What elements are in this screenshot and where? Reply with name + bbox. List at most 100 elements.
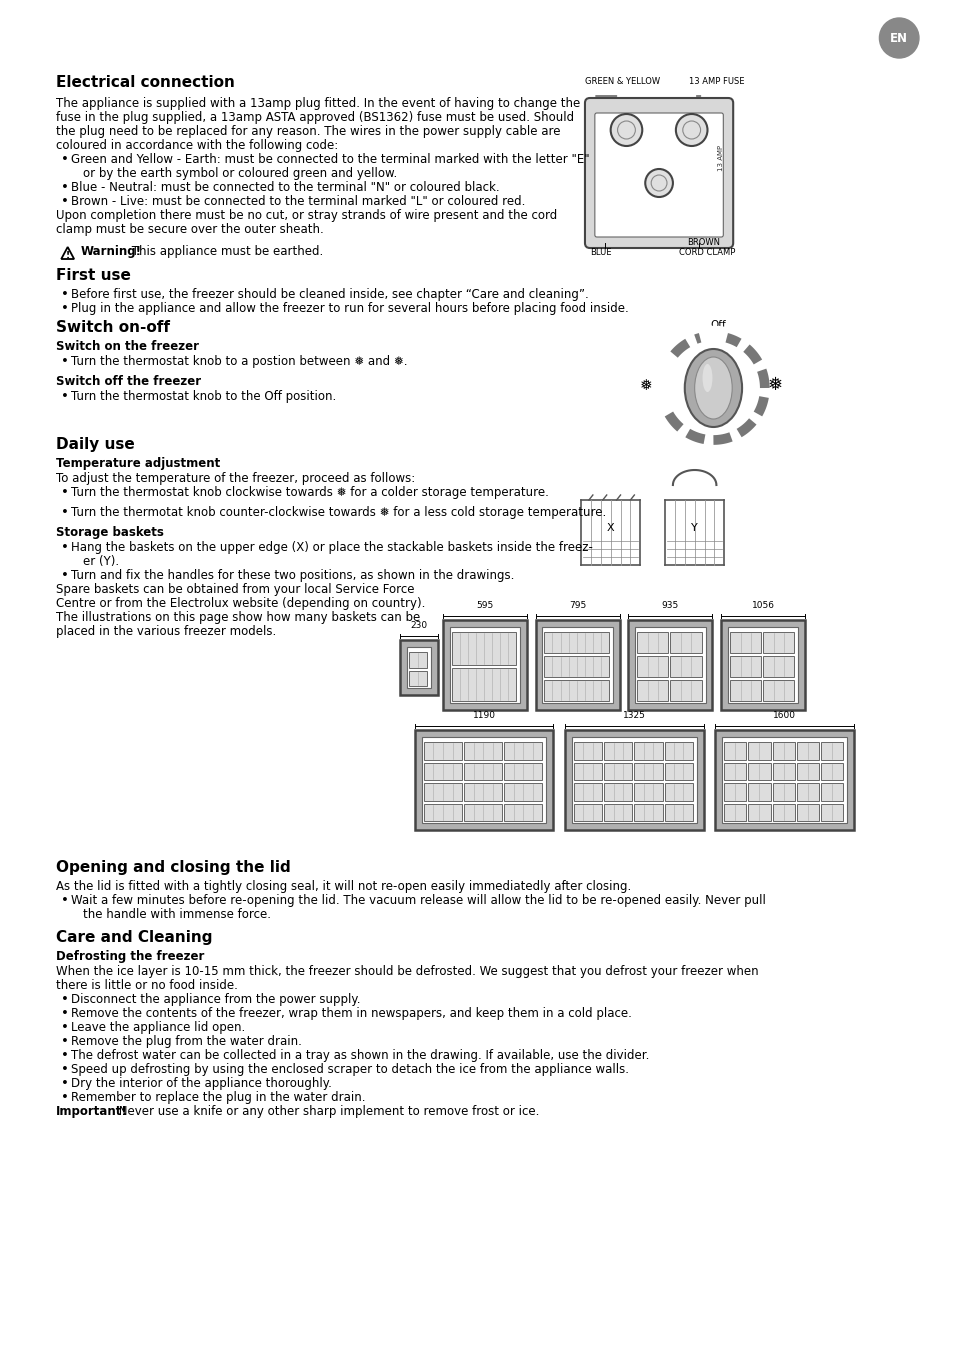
Text: Upon completion there must be no cut, or stray strands of wire present and the c: Upon completion there must be no cut, or… bbox=[56, 209, 557, 223]
Text: Disconnect the appliance from the power supply.: Disconnect the appliance from the power … bbox=[71, 993, 360, 1006]
Bar bbox=[820, 782, 842, 800]
Text: The defrost water can be collected in a tray as shown in the drawing. If availab: The defrost water can be collected in a … bbox=[71, 1050, 649, 1062]
Text: •: • bbox=[61, 1077, 69, 1090]
Bar bbox=[637, 656, 668, 677]
Bar bbox=[463, 804, 502, 822]
Bar bbox=[747, 782, 770, 800]
Text: •: • bbox=[61, 541, 69, 554]
Bar bbox=[634, 804, 661, 822]
Bar bbox=[664, 804, 692, 822]
Bar bbox=[423, 742, 461, 759]
Text: Storage baskets: Storage baskets bbox=[56, 526, 164, 540]
Bar bbox=[729, 656, 760, 677]
Text: •: • bbox=[61, 1091, 69, 1103]
Bar bbox=[747, 804, 770, 822]
Text: Important!: Important! bbox=[56, 1105, 128, 1118]
Text: Turn the thermostat knob clockwise towards ❅ for a colder storage temperature.: Turn the thermostat knob clockwise towar… bbox=[71, 486, 548, 499]
Text: 1190: 1190 bbox=[472, 711, 496, 720]
Bar bbox=[415, 730, 553, 830]
Text: Turn the thermostat knob to the Off position.: Turn the thermostat knob to the Off posi… bbox=[71, 390, 336, 403]
Text: •: • bbox=[61, 181, 69, 194]
Bar bbox=[572, 737, 696, 823]
Text: Switch on the freezer: Switch on the freezer bbox=[56, 340, 199, 353]
Ellipse shape bbox=[694, 357, 732, 420]
Bar bbox=[451, 668, 516, 701]
Text: Electrical connection: Electrical connection bbox=[56, 76, 235, 90]
Text: Centre or from the Electrolux website (depending on country).: Centre or from the Electrolux website (d… bbox=[56, 598, 425, 610]
Text: Turn and fix the handles for these two positions, as shown in the drawings.: Turn and fix the handles for these two p… bbox=[71, 569, 514, 581]
Bar bbox=[421, 737, 546, 823]
Text: First use: First use bbox=[56, 268, 132, 283]
Bar bbox=[721, 737, 846, 823]
Text: Brown - Live: must be connected to the terminal marked "L" or coloured red.: Brown - Live: must be connected to the t… bbox=[71, 196, 525, 208]
Bar bbox=[544, 656, 608, 677]
Text: When the ice layer is 10-15 mm thick, the freezer should be defrosted. We sugges: When the ice layer is 10-15 mm thick, th… bbox=[56, 965, 759, 978]
Circle shape bbox=[675, 115, 707, 146]
Bar bbox=[423, 782, 461, 800]
Text: Turn the thermotat knob counter-clockwise towards ❅ for a less cold storage temp: Turn the thermotat knob counter-clockwis… bbox=[71, 506, 606, 519]
Text: 1056: 1056 bbox=[751, 602, 774, 610]
Bar bbox=[603, 742, 632, 759]
Text: •: • bbox=[61, 152, 69, 166]
Text: •: • bbox=[61, 1006, 69, 1020]
Text: Wait a few minutes before re-opening the lid. The vacuum release will allow the : Wait a few minutes before re-opening the… bbox=[71, 894, 765, 907]
Text: Remember to replace the plug in the water drain.: Remember to replace the plug in the wate… bbox=[71, 1091, 365, 1103]
FancyBboxPatch shape bbox=[595, 113, 722, 237]
Bar bbox=[628, 621, 712, 710]
Circle shape bbox=[610, 115, 641, 146]
Bar bbox=[542, 627, 612, 703]
Bar bbox=[574, 804, 601, 822]
Bar bbox=[451, 631, 516, 665]
Bar bbox=[635, 627, 705, 703]
Bar bbox=[715, 730, 853, 830]
Circle shape bbox=[644, 169, 672, 197]
Text: The illustrations on this page show how many baskets can be: The illustrations on this page show how … bbox=[56, 611, 420, 625]
Bar bbox=[670, 680, 700, 701]
Text: coloured in accordance with the following code:: coloured in accordance with the followin… bbox=[56, 139, 338, 152]
Text: Spare baskets can be obtained from your local Service Force: Spare baskets can be obtained from your … bbox=[56, 583, 415, 596]
Bar bbox=[409, 652, 426, 668]
Bar bbox=[544, 631, 608, 653]
Bar bbox=[423, 762, 461, 780]
Bar bbox=[504, 742, 542, 759]
Text: •: • bbox=[61, 355, 69, 368]
Text: To adjust the temperature of the freezer, proceed as follows:: To adjust the temperature of the freezer… bbox=[56, 472, 416, 486]
Text: Green and Yellow - Earth: must be connected to the terminal marked with the lett: Green and Yellow - Earth: must be connec… bbox=[71, 152, 589, 166]
Bar bbox=[729, 631, 760, 653]
Ellipse shape bbox=[684, 349, 741, 428]
Text: Before first use, the freezer should be cleaned inside, see chapter “Care and cl: Before first use, the freezer should be … bbox=[71, 287, 588, 301]
Text: •: • bbox=[61, 390, 69, 403]
Text: 595: 595 bbox=[476, 602, 493, 610]
Bar bbox=[796, 782, 818, 800]
Text: BLUE: BLUE bbox=[589, 248, 611, 258]
Text: Y: Y bbox=[691, 523, 698, 533]
Bar bbox=[544, 680, 608, 701]
Text: Off: Off bbox=[710, 320, 725, 331]
Text: EN: EN bbox=[889, 31, 907, 45]
Bar bbox=[409, 670, 426, 687]
Bar bbox=[574, 782, 601, 800]
Text: ❅: ❅ bbox=[639, 378, 652, 393]
Text: X: X bbox=[606, 523, 614, 533]
Text: Never use a knife or any other sharp implement to remove frost or ice.: Never use a knife or any other sharp imp… bbox=[114, 1105, 538, 1118]
Bar bbox=[603, 782, 632, 800]
Text: Plug in the appliance and allow the freezer to run for several hours before plac: Plug in the appliance and allow the free… bbox=[71, 302, 628, 316]
Text: er (Y).: er (Y). bbox=[83, 554, 119, 568]
Bar bbox=[463, 742, 502, 759]
Bar bbox=[535, 621, 618, 710]
Bar bbox=[574, 742, 601, 759]
Bar bbox=[399, 639, 437, 695]
Bar bbox=[723, 742, 745, 759]
Text: 13 AMP FUSE: 13 AMP FUSE bbox=[688, 77, 743, 86]
Bar bbox=[772, 782, 794, 800]
Bar bbox=[463, 762, 502, 780]
Text: 13 AMP: 13 AMP bbox=[718, 144, 723, 171]
Bar bbox=[762, 680, 794, 701]
Text: Leave the appliance lid open.: Leave the appliance lid open. bbox=[71, 1021, 245, 1033]
Bar bbox=[423, 804, 461, 822]
Bar bbox=[747, 762, 770, 780]
Bar bbox=[664, 782, 692, 800]
Text: 795: 795 bbox=[568, 602, 585, 610]
Text: •: • bbox=[61, 302, 69, 316]
Bar bbox=[504, 782, 542, 800]
